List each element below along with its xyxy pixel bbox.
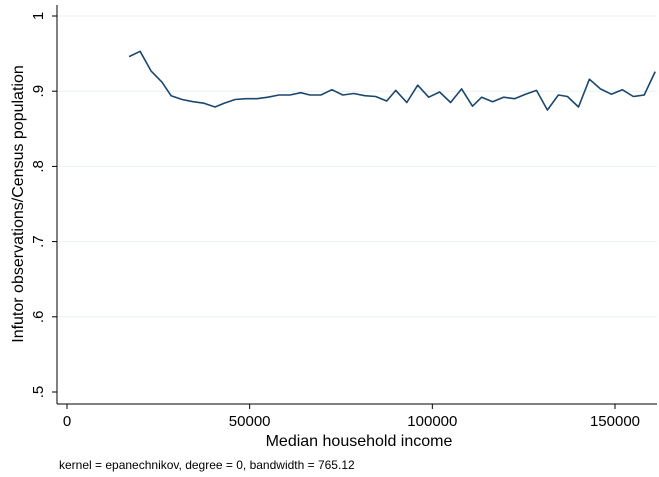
x-tick-label-1: 50000 (229, 413, 271, 430)
x-tick-label-0: 0 (63, 413, 71, 430)
y-tick-label-3: .8 (30, 160, 47, 173)
y-tick-label-4: .9 (30, 85, 47, 98)
x-tick-label-2: 100000 (407, 413, 457, 430)
x-tick-label-3: 150000 (590, 413, 640, 430)
y-tick-label-2: .7 (30, 235, 47, 248)
x-axis-title: Median household income (266, 433, 453, 450)
grid-lines (57, 15, 657, 318)
series-line-0 (128, 50, 656, 111)
series-layer (128, 50, 656, 111)
y-axis-title: Infutor observations/Census population (10, 65, 27, 343)
y-tick-label-0: .5 (30, 386, 47, 399)
axes (56, 5, 657, 405)
tick-labels: .5 .6 .7 .8 .9 1 0 50000 100000 150000 (30, 12, 640, 430)
y-tick-label-5: 1 (30, 12, 47, 20)
y-tick-label-1: .6 (30, 311, 47, 324)
chart-note: kernel = epanechnikov, degree = 0, bandw… (59, 458, 355, 472)
